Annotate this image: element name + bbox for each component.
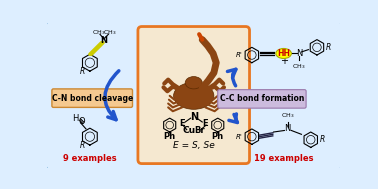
Text: N: N — [190, 112, 198, 122]
Text: O: O — [78, 117, 85, 126]
Text: CH$_3$: CH$_3$ — [102, 28, 116, 37]
Text: R: R — [79, 141, 85, 150]
Text: N: N — [296, 49, 302, 58]
Text: 9 examples: 9 examples — [63, 154, 117, 163]
Text: C-C bond formation: C-C bond formation — [220, 94, 304, 103]
FancyBboxPatch shape — [46, 21, 342, 170]
Ellipse shape — [276, 48, 291, 58]
Text: Cu: Cu — [183, 126, 196, 135]
FancyArrowPatch shape — [105, 71, 119, 120]
Text: CH$_3$: CH$_3$ — [281, 112, 294, 120]
Text: +: + — [280, 56, 288, 66]
FancyArrowPatch shape — [229, 114, 237, 122]
Text: E: E — [203, 119, 208, 128]
Text: C-N bond cleavage: C-N bond cleavage — [51, 94, 133, 103]
FancyArrowPatch shape — [228, 69, 236, 86]
Text: R': R' — [236, 134, 243, 140]
Text: R: R — [326, 43, 332, 52]
Text: Ph: Ph — [212, 132, 224, 141]
Text: Br: Br — [194, 126, 204, 135]
Text: Ph: Ph — [164, 132, 176, 141]
FancyBboxPatch shape — [52, 89, 133, 107]
Ellipse shape — [185, 77, 202, 89]
Text: R: R — [320, 135, 325, 144]
Text: E = S, Se: E = S, Se — [173, 141, 215, 150]
Text: R': R' — [236, 52, 243, 58]
Text: CH$_3$: CH$_3$ — [292, 62, 306, 71]
Text: E: E — [179, 119, 185, 128]
FancyBboxPatch shape — [218, 90, 306, 108]
Text: R: R — [79, 67, 85, 77]
Text: 19 examples: 19 examples — [254, 154, 313, 163]
Ellipse shape — [174, 82, 214, 109]
FancyBboxPatch shape — [138, 26, 249, 164]
Text: N: N — [284, 124, 291, 133]
Text: H: H — [72, 114, 78, 123]
Text: CH$_3$: CH$_3$ — [93, 28, 106, 37]
Text: N: N — [100, 36, 107, 45]
Text: HH: HH — [277, 49, 290, 58]
